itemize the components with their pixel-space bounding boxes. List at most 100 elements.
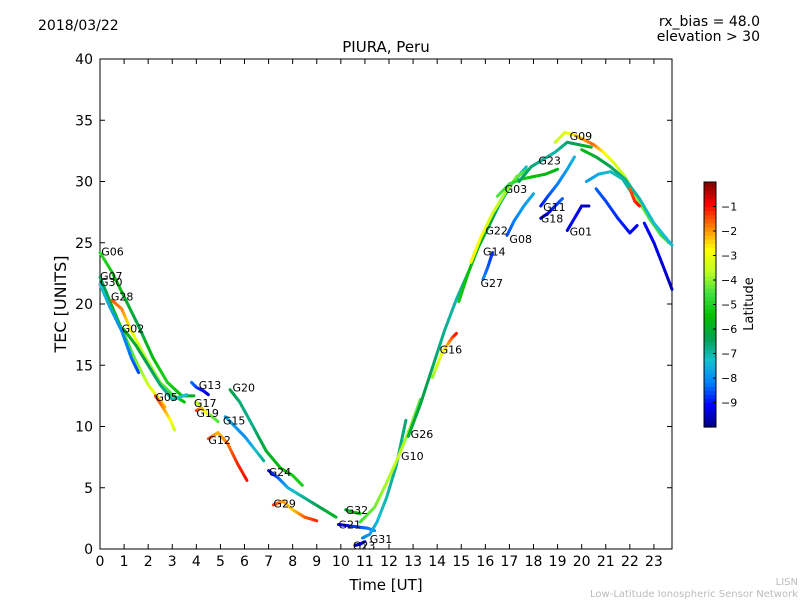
satellite-label: G26	[411, 428, 434, 441]
x-tick-label: 4	[192, 554, 201, 570]
satellite-label: G20	[232, 381, 255, 394]
series-g31	[361, 418, 408, 540]
colorbar-tick-label: −1	[721, 201, 737, 214]
x-tick-label: 18	[525, 554, 543, 570]
x-tick-label: 1	[120, 554, 129, 570]
colorbar: −1 −2 −3 −4 −5 −6 −7 −8 −9	[703, 181, 737, 428]
series-g02	[122, 328, 189, 402]
series-g15	[223, 415, 266, 463]
colorbar-cell	[704, 231, 716, 236]
series-g19	[194, 406, 210, 416]
colorbar-tick-label: −8	[721, 372, 737, 385]
x-tick-label: 8	[288, 554, 297, 570]
satellite-label: G02	[122, 323, 145, 336]
series-g11	[539, 155, 576, 208]
colorbar-cell	[704, 410, 716, 416]
colorbar-cell	[704, 414, 716, 420]
series-g08	[505, 192, 536, 237]
colorbar-cell	[704, 226, 716, 232]
colorbar-cell	[704, 255, 716, 261]
colorbar-cell	[704, 304, 716, 310]
series-segment	[206, 392, 210, 397]
satellite-label: G07	[100, 270, 123, 283]
satellite-label: G28	[111, 291, 134, 304]
x-tick-label: 15	[452, 554, 470, 570]
colorbar-cell	[704, 182, 716, 187]
colorbar-cell	[704, 312, 716, 318]
series-segment	[402, 418, 408, 430]
series-g_r5	[642, 221, 674, 291]
colorbar-cell	[704, 275, 716, 281]
colorbar-cell	[704, 267, 716, 273]
colorbar-tick-label: −6	[721, 323, 737, 336]
series-segment	[634, 224, 639, 229]
colorbar-cell	[704, 402, 716, 408]
series-segment	[637, 203, 641, 208]
series-g24	[267, 469, 338, 519]
colorbar-cell	[704, 422, 716, 428]
colorbar-cell	[704, 345, 716, 351]
series-g05	[153, 394, 177, 432]
series-g_r1	[580, 148, 674, 247]
satellite-label: G27	[481, 277, 504, 290]
colorbar-cell	[704, 263, 716, 269]
satellite-label: G09	[570, 130, 593, 143]
satellite-label: G10	[401, 450, 424, 463]
credit-network: Low-Latitude Ionospheric Sensor Network	[590, 589, 798, 600]
series-segment	[243, 476, 249, 482]
series-segment	[332, 514, 338, 519]
series-segment	[182, 393, 189, 397]
series-g01	[565, 204, 591, 232]
y-tick-label: 15	[75, 358, 93, 374]
satellite-label: G06	[101, 245, 124, 258]
series-segment	[554, 167, 560, 172]
colorbar-cell	[704, 284, 716, 289]
series-segment	[135, 368, 141, 375]
colorbar-cell	[704, 406, 716, 412]
series-g_r4	[628, 187, 641, 208]
colorbar-tick-label: −2	[721, 225, 737, 238]
colorbar-tick-label: −9	[721, 397, 737, 410]
satellite-label: G30	[100, 276, 123, 289]
elevation-label: elevation > 30	[656, 29, 760, 45]
series-g23	[517, 140, 593, 183]
colorbar-cell	[704, 292, 716, 297]
y-axis-label: TEC [UNITS]	[51, 256, 70, 354]
series-segment	[571, 155, 576, 161]
colorbar-cell	[704, 194, 716, 199]
x-tick-label: 5	[216, 554, 225, 570]
colorbar-cell	[704, 280, 716, 285]
colorbar-cell	[704, 308, 716, 314]
series-g23lo	[353, 540, 367, 547]
colorbar-tick-label: −3	[721, 250, 737, 263]
series-segment	[180, 399, 186, 404]
colorbar-cell	[704, 210, 716, 216]
satellite-label: G18	[541, 212, 564, 225]
colorbar-cell	[704, 365, 716, 371]
colorbar-cell	[704, 202, 716, 208]
y-tick-label: 10	[75, 420, 93, 436]
x-tick-label: 10	[332, 554, 350, 570]
satellite-label: G13	[199, 379, 222, 392]
x-tick-label: 3	[168, 554, 177, 570]
satellite-label: G23	[353, 539, 376, 552]
date-label: 2018/03/22	[38, 18, 119, 34]
series-g18	[539, 197, 564, 220]
series-segment	[172, 426, 177, 432]
series-segment	[490, 251, 495, 257]
x-tick-label: 6	[240, 554, 249, 570]
series-segment	[454, 331, 458, 336]
colorbar-cell	[704, 316, 716, 322]
series-segment	[313, 518, 319, 523]
y-tick-label: 35	[75, 113, 93, 129]
colorbar-cell	[704, 373, 716, 379]
colorbar-cell	[704, 386, 716, 391]
colorbar-cell	[704, 296, 716, 302]
colorbar-cell	[704, 353, 716, 359]
satellite-label: G23	[538, 155, 561, 168]
series-g32	[344, 508, 362, 515]
x-tick-label: 11	[356, 554, 374, 570]
series-segment	[260, 457, 266, 463]
series-segment	[417, 398, 422, 406]
